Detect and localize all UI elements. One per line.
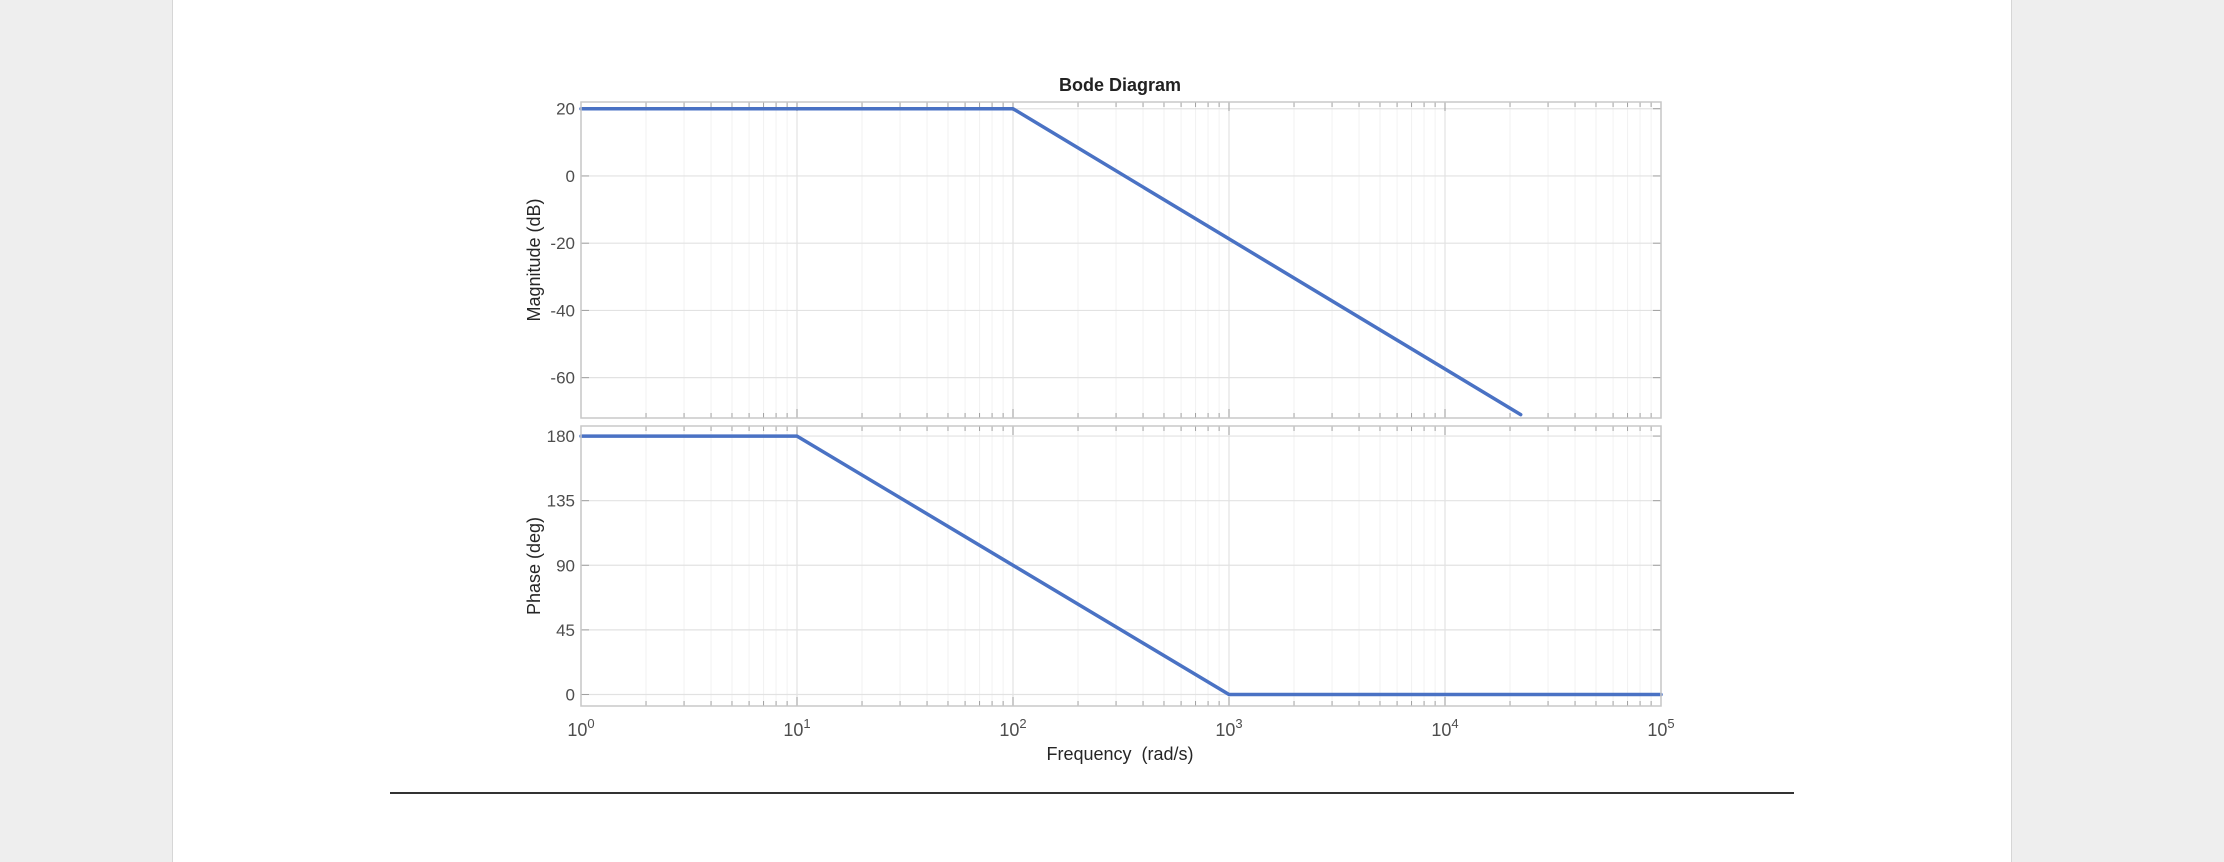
magnitude-axes-background [581,102,1661,418]
y-tick-label: 0 [566,686,575,705]
x-tick-label: 100 [567,716,594,740]
y-tick-label: -60 [550,369,575,388]
phase-plot: 180 135 90 45 0 Phase (deg) [524,425,1663,707]
x-axis-label: Frequency (rad/s) [1046,744,1193,764]
phase-axes-background [581,426,1661,706]
phase-y-axis-label: Phase (deg) [524,517,544,615]
magnitude-y-axis-label: Magnitude (dB) [524,198,544,321]
separator-line [390,792,1794,794]
y-tick-label: -40 [550,301,575,320]
magnitude-plot: 20 0 -20 -40 -60 Magnitude (dB) [524,100,1662,419]
y-tick-label: 180 [547,427,575,446]
x-tick-label: 101 [783,716,810,740]
x-tick-label: 102 [999,716,1026,740]
y-tick-label: 45 [556,621,575,640]
x-tick-label: 103 [1215,716,1242,740]
y-tick-label: -20 [550,234,575,253]
phase-series-line [579,434,1663,697]
y-tick-label: 90 [556,556,575,575]
phase-axes-frame [580,425,1662,707]
y-tick-label: 135 [547,492,575,511]
frequency-axis: 100 101 102 103 104 105 [567,716,1674,740]
y-tick-label: 20 [556,100,575,119]
magnitude-series-line [579,106,1523,417]
x-tick-label: 105 [1647,716,1674,740]
y-tick-label: 0 [566,167,575,186]
chart-title: Bode Diagram [1059,75,1181,95]
magnitude-axes-frame [580,101,1662,419]
x-tick-label: 104 [1431,716,1458,740]
